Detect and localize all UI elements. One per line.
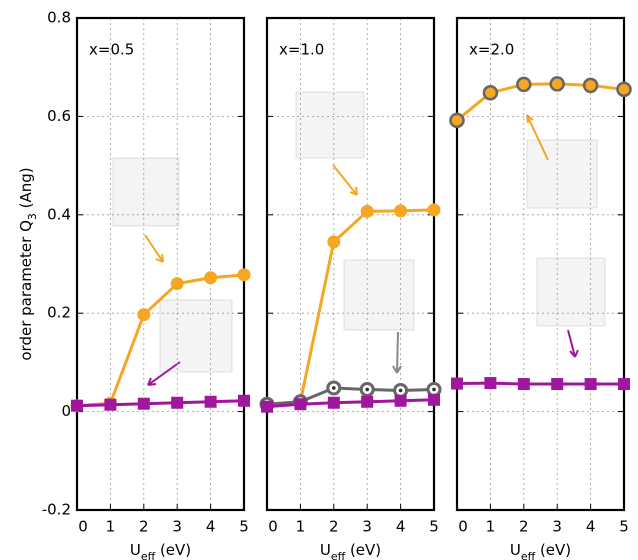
point xyxy=(428,393,440,406)
x-tick-label: 1 xyxy=(486,518,496,536)
arrow xyxy=(332,164,358,196)
x-tick-label: 5 xyxy=(429,518,439,536)
insets xyxy=(112,91,606,386)
y-tick-label: 0.2 xyxy=(47,304,71,322)
structure-inset xyxy=(159,299,233,373)
y-tick-label: 0 xyxy=(61,402,71,420)
x-tick-label: 2 xyxy=(139,518,149,536)
point xyxy=(261,400,273,413)
point xyxy=(171,396,184,409)
series-line xyxy=(456,82,625,122)
y-axis-label: order parameter Q3 (Ang) xyxy=(17,167,39,360)
annotation: x=0.5 xyxy=(89,41,134,59)
x-axis-label: Ueff (eV) xyxy=(320,541,381,560)
point xyxy=(394,394,407,407)
point xyxy=(137,308,151,322)
structure-inset xyxy=(536,257,606,327)
structure-inset xyxy=(343,259,415,331)
x-axis-label-part: (eV) xyxy=(535,541,571,559)
x-axis-label-part: (eV) xyxy=(155,541,191,559)
x-tick-label: 1 xyxy=(296,518,306,536)
point xyxy=(616,81,632,98)
x-tick-label: 4 xyxy=(396,518,406,536)
point xyxy=(360,204,374,218)
x-axis-label-part: eff xyxy=(331,550,346,560)
x-tick-label: 5 xyxy=(239,518,249,536)
x-axis-label-part: (eV) xyxy=(345,541,381,559)
x-axis-label-part: eff xyxy=(141,550,156,560)
x-tick-label: 4 xyxy=(206,518,216,536)
point xyxy=(484,377,497,390)
plot-frame xyxy=(75,16,246,512)
x-tick-label: 4 xyxy=(586,518,596,536)
structure-inset xyxy=(295,91,365,159)
annotation: x=2.0 xyxy=(469,41,514,59)
point xyxy=(394,204,408,218)
point xyxy=(482,85,499,101)
y-tick-label: 0.4 xyxy=(47,205,71,223)
point xyxy=(517,378,530,391)
point xyxy=(238,394,250,407)
x-tick-label: 0 xyxy=(458,518,468,536)
x-tick-label: 0 xyxy=(78,518,88,536)
x-axis-label-part: U xyxy=(320,541,331,559)
plot-frame xyxy=(265,16,436,512)
point xyxy=(237,268,251,282)
annotation: x=1.0 xyxy=(279,41,324,59)
point xyxy=(104,398,117,411)
x-axis-label: Ueff (eV) xyxy=(510,541,571,560)
point-dot xyxy=(432,387,436,392)
plot-frame xyxy=(455,16,626,512)
point xyxy=(582,77,599,94)
x-tick-label: 2 xyxy=(519,518,529,536)
x-axis-label: Ueff (eV) xyxy=(130,541,191,560)
point xyxy=(427,203,441,217)
x-tick-label: 2 xyxy=(329,518,339,536)
arrow xyxy=(147,361,181,386)
point xyxy=(549,76,565,92)
point xyxy=(327,396,340,409)
y-tick-label: -0.2 xyxy=(42,501,71,519)
y-axis-label-part: (Ang) xyxy=(17,167,35,213)
arrow xyxy=(392,331,402,374)
point-dot xyxy=(332,386,336,390)
y-axis-label-part: order parameter Q xyxy=(17,220,35,361)
arrow xyxy=(567,329,579,358)
point xyxy=(516,76,532,93)
point xyxy=(170,277,184,291)
point xyxy=(551,378,564,391)
structure-inset xyxy=(526,139,598,209)
point xyxy=(204,395,217,408)
series-line xyxy=(456,381,624,386)
point xyxy=(294,398,307,411)
x-tick-label: 3 xyxy=(362,518,372,536)
x-axis-label-part: eff xyxy=(521,550,536,560)
point xyxy=(584,378,597,391)
arrow xyxy=(144,234,164,263)
point xyxy=(449,112,465,129)
point xyxy=(361,395,374,408)
point xyxy=(618,378,630,391)
point xyxy=(71,399,83,412)
point xyxy=(204,271,218,285)
structure-inset xyxy=(112,157,180,227)
y-tick-label: 0.8 xyxy=(47,9,71,27)
x-axis-label-part: U xyxy=(130,541,141,559)
x-tick-label: 3 xyxy=(172,518,182,536)
x-tick-label: 1 xyxy=(106,518,116,536)
x-tick-label: 3 xyxy=(552,518,562,536)
y-axis-label-part: 3 xyxy=(26,213,39,220)
point xyxy=(327,235,341,249)
point xyxy=(137,397,150,410)
x-tick-label: 0 xyxy=(268,518,278,536)
point-dot xyxy=(398,388,403,393)
x-tick-label: 5 xyxy=(619,518,629,536)
x-axis-label-part: U xyxy=(510,541,521,559)
y-tick-label: 0.6 xyxy=(47,107,71,125)
point xyxy=(451,377,463,390)
point-dot xyxy=(365,387,370,392)
